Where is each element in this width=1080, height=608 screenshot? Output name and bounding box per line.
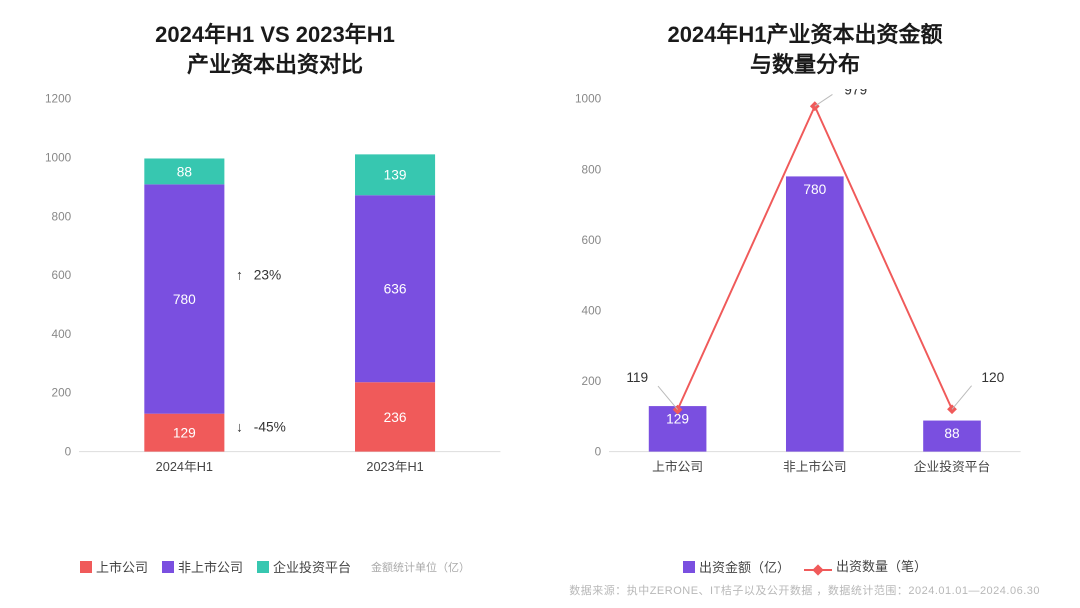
svg-text:800: 800 — [52, 211, 72, 224]
svg-text:780: 780 — [803, 182, 826, 197]
svg-text:236: 236 — [384, 410, 407, 425]
left-chart-legend: 上市公司 非上市公司 企业投资平台 金额统计单位（亿） — [30, 557, 520, 576]
legend-item-platform: 企业投资平台 — [257, 557, 351, 576]
legend-item-unlisted: 非上市公司 — [162, 557, 243, 576]
right-chart-plot: 02004006008001000129上市公司780非上市公司88企业投资平台… — [560, 89, 1050, 554]
svg-text:非上市公司: 非上市公司 — [783, 460, 847, 475]
svg-text:23%: 23% — [254, 268, 281, 283]
svg-text:800: 800 — [582, 164, 602, 177]
svg-text:200: 200 — [52, 387, 72, 400]
left-chart-title: 2024年H1 VS 2023年H1 产业资本出资对比 — [30, 20, 520, 79]
left-chart-unit-note: 金额统计单位（亿） — [371, 559, 470, 575]
svg-text:0: 0 — [65, 446, 72, 459]
svg-text:↓: ↓ — [236, 420, 243, 435]
svg-text:200: 200 — [582, 375, 602, 388]
svg-text:119: 119 — [626, 371, 648, 386]
svg-text:上市公司: 上市公司 — [652, 460, 703, 475]
legend-item-amount: 出资金额（亿） — [683, 557, 790, 576]
svg-text:400: 400 — [582, 305, 602, 318]
svg-text:636: 636 — [384, 282, 407, 297]
legend-item-listed: 上市公司 — [80, 557, 148, 576]
svg-text:↑: ↑ — [236, 268, 243, 283]
svg-text:400: 400 — [52, 328, 72, 341]
svg-text:88: 88 — [944, 427, 960, 442]
svg-text:2024年H1: 2024年H1 — [156, 460, 213, 475]
left-chart-plot: 0 200 400 600 800 1000 1200 129 780 88 2024年H1 236 6… — [30, 89, 520, 555]
svg-text:780: 780 — [173, 292, 196, 307]
svg-text:120: 120 — [981, 370, 1004, 385]
footer-note: 数据来源：执中ZERONE、IT桔子以及公开数据 ，数据统计范围：2024.01… — [30, 576, 1050, 608]
legend-item-count: 出资数量（笔） — [804, 556, 927, 576]
right-chart-legend: 出资金额（亿） 出资数量（笔） — [560, 556, 1050, 576]
svg-text:1000: 1000 — [45, 152, 72, 165]
svg-text:600: 600 — [52, 269, 72, 282]
svg-text:139: 139 — [384, 168, 407, 183]
svg-text:129: 129 — [173, 426, 196, 441]
svg-text:88: 88 — [177, 165, 193, 180]
svg-text:1000: 1000 — [575, 93, 602, 106]
right-chart-title: 2024年H1产业资本出资金额 与数量分布 — [560, 20, 1050, 79]
svg-text:-45%: -45% — [254, 420, 286, 435]
svg-text:1200: 1200 — [45, 93, 72, 106]
svg-text:企业投资平台: 企业投资平台 — [914, 460, 990, 475]
svg-text:979: 979 — [844, 89, 867, 97]
svg-text:600: 600 — [582, 234, 602, 247]
svg-text:0: 0 — [595, 446, 602, 459]
svg-text:2023年H1: 2023年H1 — [366, 460, 423, 475]
